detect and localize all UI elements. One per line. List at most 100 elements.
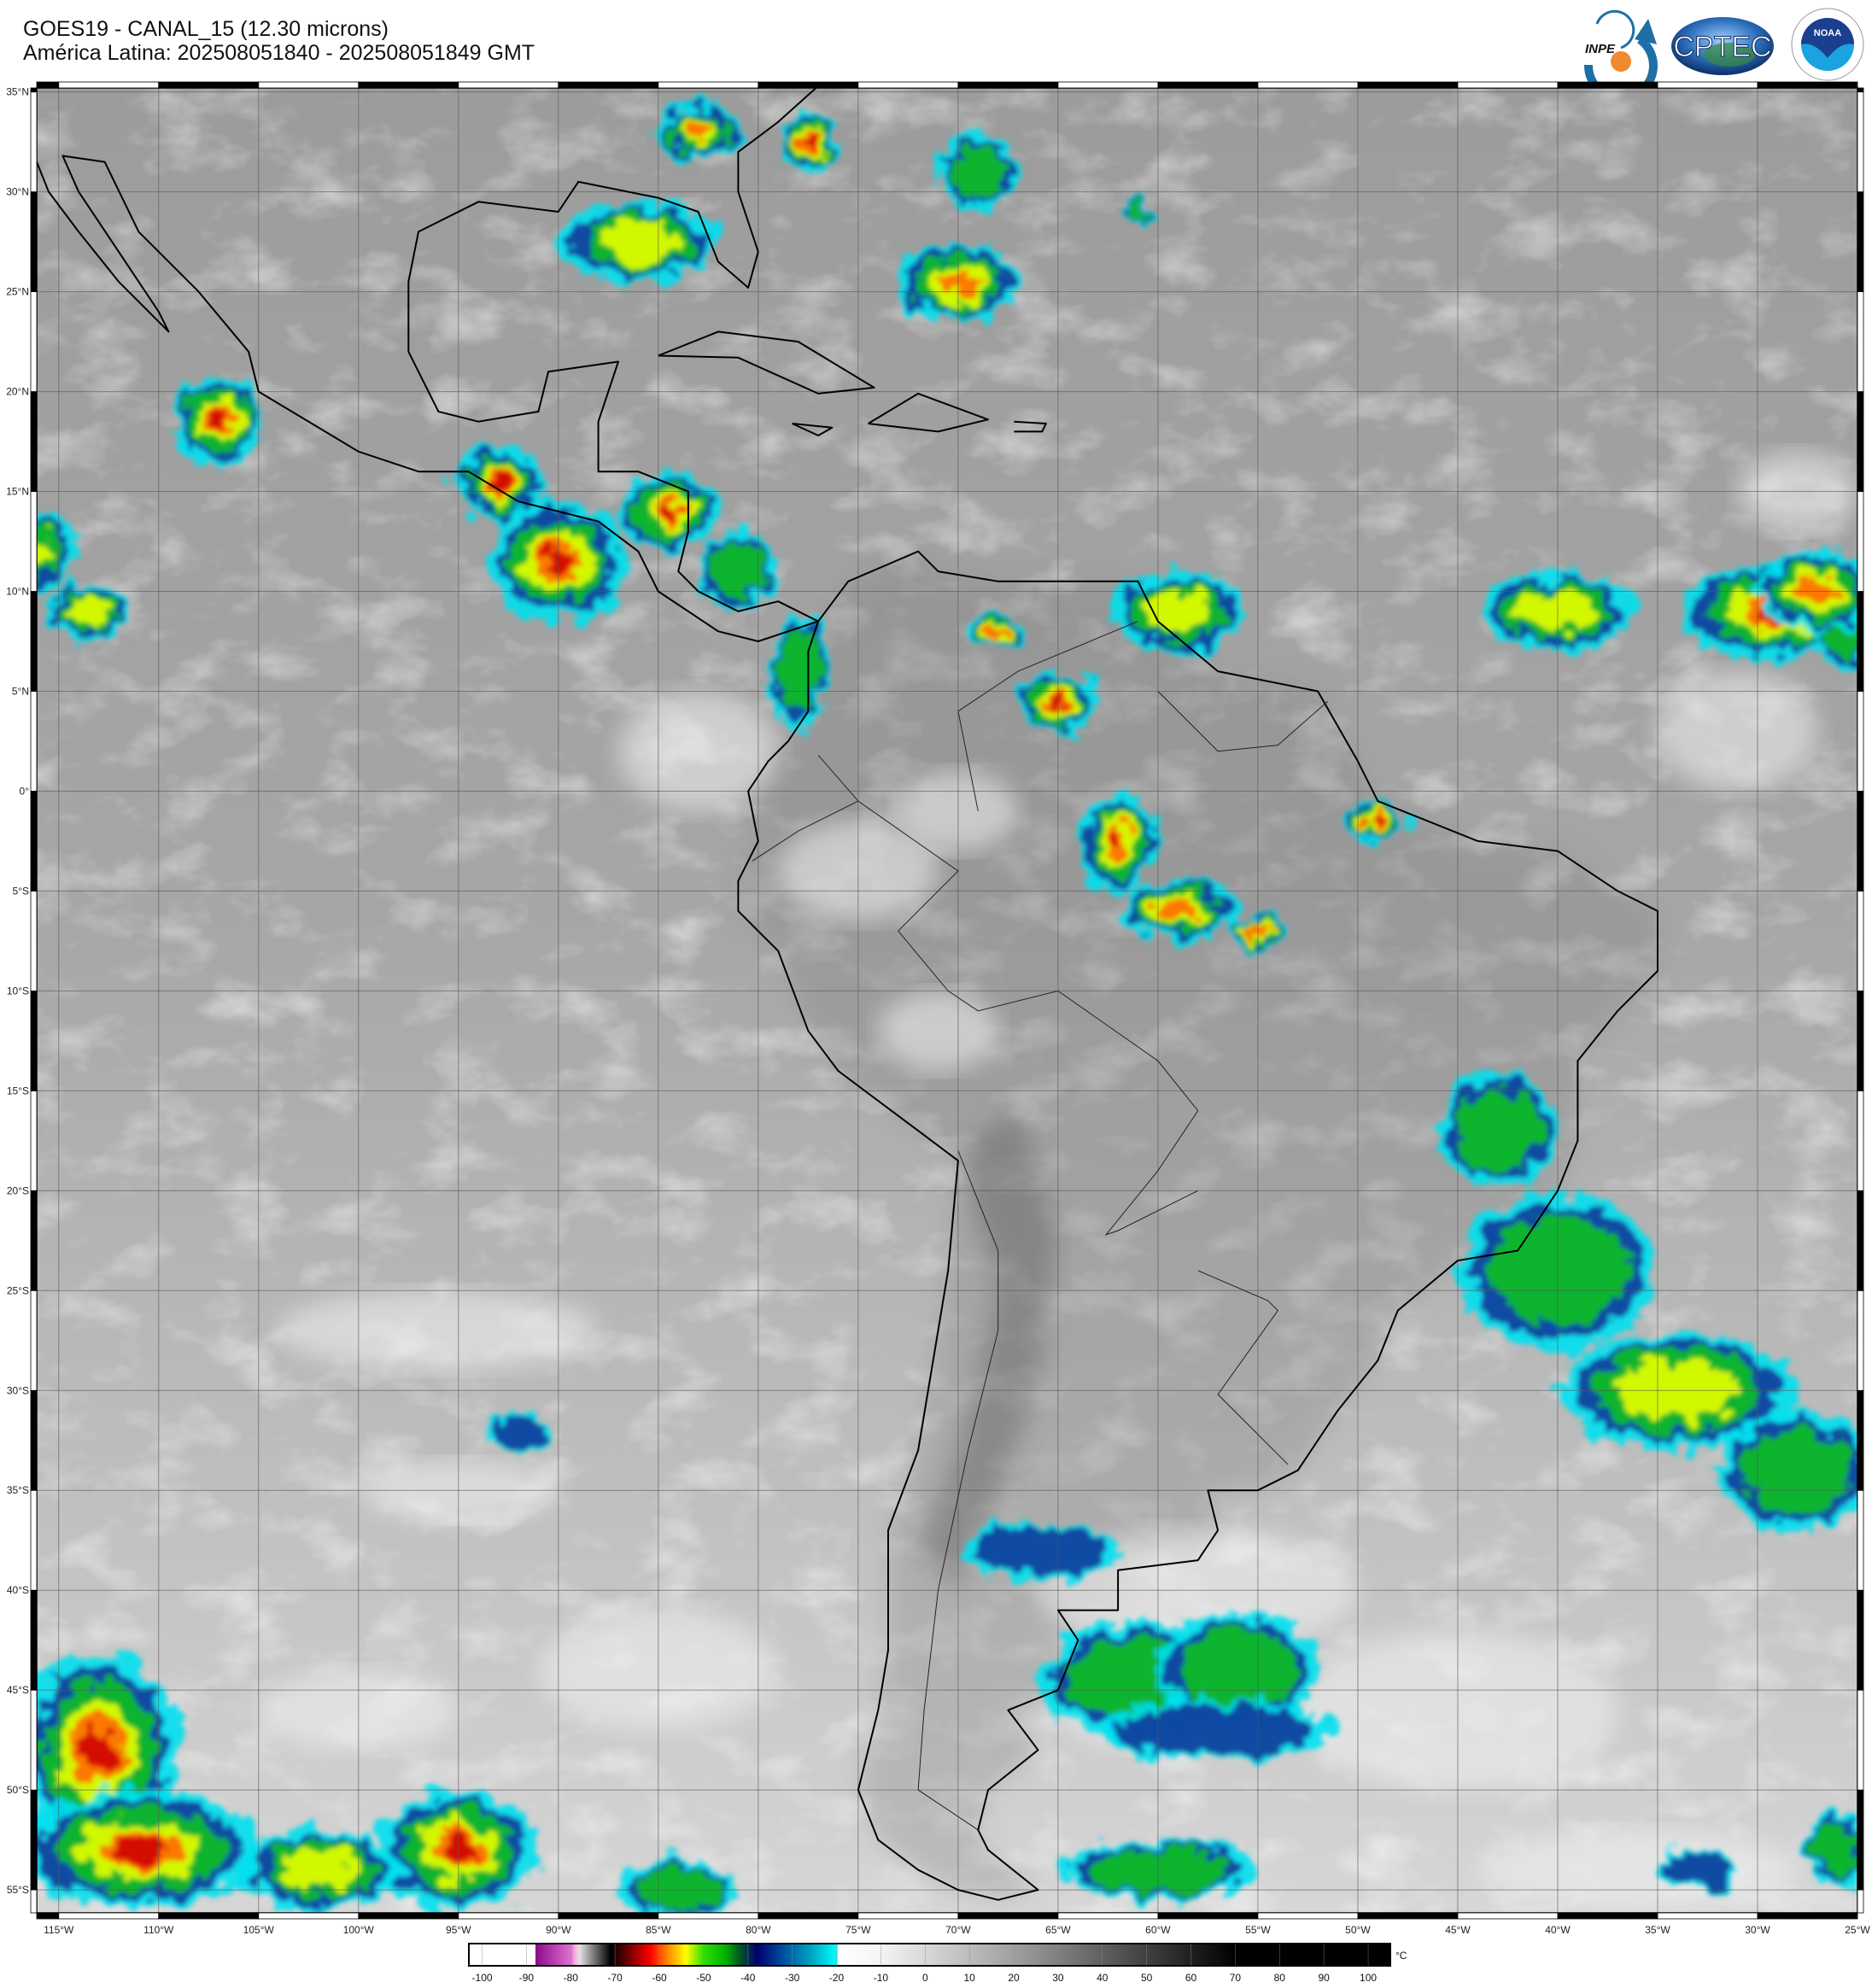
latitude-label: 35°N xyxy=(6,86,29,98)
map-frame xyxy=(30,81,1864,1920)
axis-labels: 35°N 30°N 25°N 20°N 15°N 10°N 5°N 0° 5°S 10°S 15°S… xyxy=(6,86,1870,1936)
cloud-cluster xyxy=(1348,801,1408,841)
longitude-label: 100°W xyxy=(343,1924,375,1936)
image-title: GOES19 - CANAL_15 (12.30 microns) xyxy=(23,17,389,41)
latitude-label: 30°S xyxy=(7,1384,29,1396)
longitude-label: 35°W xyxy=(1645,1924,1670,1936)
white-cloud xyxy=(1657,671,1818,792)
cloud-cluster xyxy=(1121,196,1155,228)
latitude-label: 50°S xyxy=(7,1784,29,1796)
jamaica-coast xyxy=(792,423,834,436)
cloud-cluster xyxy=(454,441,543,522)
frame-tick-bottom xyxy=(1157,1912,1259,1920)
cloud-layer xyxy=(1156,900,1199,922)
latitude-label: 10°N xyxy=(6,586,29,598)
cloud-cluster xyxy=(957,1520,1119,1581)
colorbar-tick-label: -80 xyxy=(564,1972,579,1984)
frame-tick-top xyxy=(1157,81,1259,89)
frame-tick-left xyxy=(30,87,38,93)
frame-tick-right xyxy=(1857,491,1864,592)
cloud-cluster xyxy=(174,377,263,466)
frame-tick-top xyxy=(1757,81,1858,89)
frame-tick-right xyxy=(1857,291,1864,392)
cloud-cluster xyxy=(968,611,1028,652)
frame-tick-right xyxy=(1857,1289,1864,1391)
cloud-layer xyxy=(1181,1628,1295,1712)
longitude-label: 45°W xyxy=(1445,1924,1471,1936)
puerto-rico-coast xyxy=(1014,420,1047,433)
longitude-label: 65°W xyxy=(1045,1924,1071,1936)
frame-tick-top xyxy=(358,81,459,89)
cloud-layer xyxy=(208,412,229,431)
frame-tick-bottom xyxy=(58,1912,160,1920)
frame-tick-right xyxy=(1857,391,1864,492)
cloud-layer xyxy=(801,135,816,149)
frame-tick-left xyxy=(30,1190,38,1291)
frame-tick-bottom xyxy=(258,1912,360,1920)
cloud-cluster xyxy=(1657,1850,1738,1891)
cloud-cluster xyxy=(1108,571,1249,652)
longitude-label: 110°W xyxy=(143,1924,174,1936)
frame-tick-left xyxy=(30,1589,38,1691)
colorbar-tick-label: -60 xyxy=(652,1972,667,1984)
cloud-cluster xyxy=(37,1790,259,1910)
frame-tick-right xyxy=(1857,87,1864,93)
frame-tick-right xyxy=(1857,691,1864,792)
frame-tick-right xyxy=(1857,891,1864,991)
country-border xyxy=(957,621,1138,811)
frame-tick-left xyxy=(30,1489,38,1591)
noaa-logo: NOAA xyxy=(1791,8,1864,81)
colorbar-gradient xyxy=(468,1943,1391,1967)
colorbar-tick-label: 60 xyxy=(1185,1972,1197,1984)
latitude-label: 10°S xyxy=(7,985,29,997)
longitude-label: 60°W xyxy=(1145,1924,1171,1936)
cloud-cluster xyxy=(778,112,839,172)
latitude-label: 0° xyxy=(20,785,30,797)
cloud-layer xyxy=(37,535,50,568)
cloud-layer xyxy=(1741,1428,1854,1512)
colorbar-tick-label: 40 xyxy=(1097,1972,1109,1984)
latitude-label: 15°S xyxy=(7,1085,29,1096)
coastlines xyxy=(37,88,1658,1901)
frame-tick-right xyxy=(1857,1889,1864,1914)
inpe-arrow-icon xyxy=(1635,19,1657,44)
frame-tick-top xyxy=(36,81,60,89)
country-border xyxy=(1157,691,1329,752)
frame-tick-right xyxy=(1857,591,1864,692)
cptec-logo: CPTEC xyxy=(1671,17,1774,75)
frame-tick-top xyxy=(1657,81,1758,89)
frame-tick-top xyxy=(558,81,659,89)
country-border xyxy=(898,930,1199,1112)
frame-tick-right xyxy=(1857,990,1864,1091)
latitude-label: 25°N xyxy=(6,286,29,298)
longitude-label: 70°W xyxy=(945,1924,971,1936)
frame-tick-top xyxy=(758,81,859,89)
longitude-label: 85°W xyxy=(646,1924,671,1936)
cloud-layer xyxy=(598,221,679,262)
frame-tick-bottom xyxy=(158,1912,260,1920)
cloud-cluster xyxy=(488,1410,549,1451)
andes-shading xyxy=(918,1110,1058,1591)
cloud-layer xyxy=(1663,1852,1732,1887)
colorbar-tick-label: 70 xyxy=(1230,1972,1242,1984)
pacific-mexico-coast xyxy=(37,155,819,642)
colorbar-tick-label: -70 xyxy=(608,1972,623,1984)
cloud-layer xyxy=(80,1728,117,1773)
hispaniola-coast xyxy=(868,392,989,433)
colorbar-tick-label: 20 xyxy=(1008,1972,1020,1984)
cloud-layer xyxy=(1371,816,1385,826)
cloud-layer xyxy=(1816,1821,1857,1879)
cloud-cluster xyxy=(558,202,719,282)
white-cloud xyxy=(878,991,998,1071)
longitude-label: 50°W xyxy=(1345,1924,1371,1936)
cloud-cluster xyxy=(698,531,779,611)
frame-tick-right xyxy=(1857,91,1864,193)
colorbar-tick-label: -100 xyxy=(472,1972,493,1984)
frame-tick-bottom xyxy=(1557,1912,1658,1920)
south-america-coast xyxy=(737,550,1658,1901)
colorbar-tick-label: 100 xyxy=(1360,1972,1377,1984)
frame-tick-bottom xyxy=(857,1912,959,1920)
colorbar: -100 -90 -80 -70 -60 -50 -40 -30 -20 -10 0 10 20 30 40… xyxy=(468,1943,1407,1984)
colorbar-tick-label: -50 xyxy=(696,1972,711,1984)
cloud-cluster xyxy=(1018,671,1098,732)
